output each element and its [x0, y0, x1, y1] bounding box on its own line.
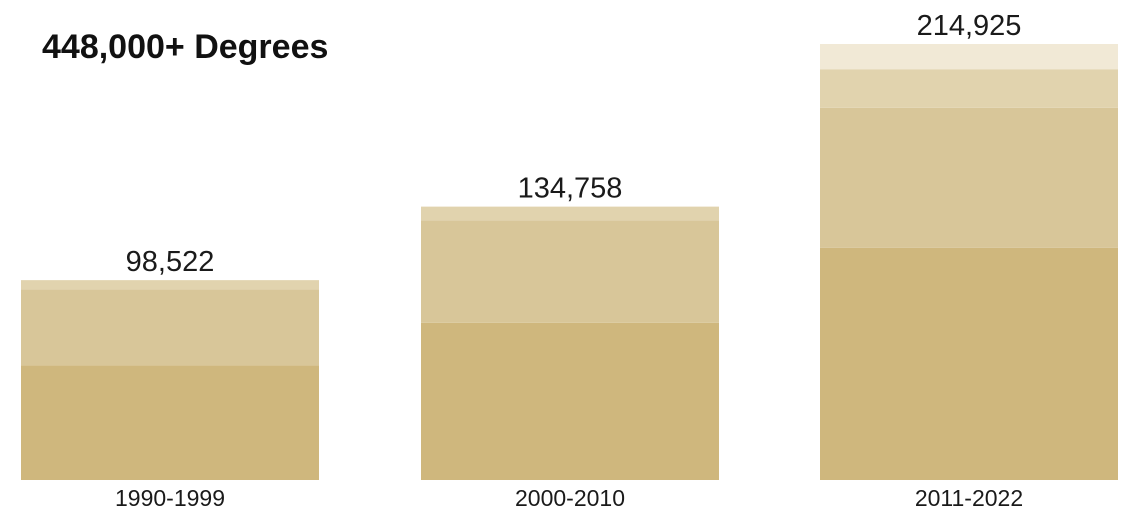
- bar-segment-2-3: [421, 206, 719, 221]
- chart-title: 448,000+ Degrees: [42, 28, 328, 66]
- bar-segment-3-3: [820, 69, 1118, 108]
- total-label-2: 134,758: [518, 173, 623, 205]
- category-label-1: 1990-1999: [115, 485, 225, 511]
- bar-segment-1-2: [21, 289, 319, 366]
- category-label-3: 2011-2022: [915, 485, 1023, 511]
- bar-segment-1-1: [21, 365, 319, 480]
- labels-group: 98,522 1990-1999 134,758 2000-2010 214,925 20…: [115, 10, 1023, 511]
- total-label-3: 214,925: [917, 10, 1022, 42]
- bar-segment-1-3: [21, 280, 319, 290]
- bar-segment-3-4: [820, 44, 1118, 70]
- bars-group: [21, 44, 1118, 480]
- bar-segment-2-1: [421, 322, 719, 480]
- total-label-1: 98,522: [126, 246, 215, 278]
- bar-segment-3-2: [820, 107, 1118, 248]
- bar-segment-2-2: [421, 220, 719, 323]
- category-label-2: 2000-2010: [515, 485, 625, 511]
- bar-segment-3-1: [820, 247, 1118, 480]
